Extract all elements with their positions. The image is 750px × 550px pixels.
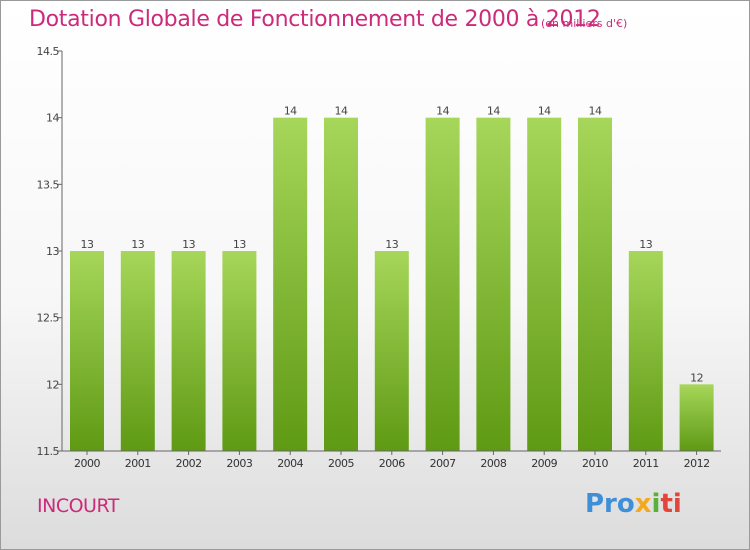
data-label: 12 [690, 371, 703, 384]
y-tick-label: 14 [46, 112, 59, 125]
bar [476, 117, 511, 452]
x-tick-label: 2000 [74, 457, 100, 470]
x-tick-label: 2005 [328, 457, 354, 470]
data-label: 13 [182, 238, 195, 251]
data-label: 14 [335, 105, 348, 118]
x-tick-label: 2003 [226, 457, 252, 470]
bar [171, 251, 206, 451]
data-label: 13 [639, 238, 652, 251]
data-label: 13 [233, 238, 246, 251]
bars-group: 13 13 13 13 14 14 13 14 14 14 14 13 12 [70, 105, 714, 452]
chart-unit: (en milliers d'€) [541, 17, 628, 30]
data-label: 14 [487, 105, 500, 118]
bar [70, 251, 104, 451]
bar [324, 117, 358, 452]
bar [120, 251, 155, 451]
x-tick-label: 2008 [480, 457, 506, 470]
y-tick-label: 11.5 [37, 445, 60, 458]
logo-part: Pro [585, 489, 635, 519]
data-label: 13 [385, 238, 398, 251]
logo-part: x [634, 489, 652, 519]
bar [527, 117, 562, 452]
y-tick-label: 13 [46, 245, 59, 258]
bar [679, 384, 714, 451]
y-tick-label: 14.5 [37, 45, 60, 58]
logo-part: ti [660, 489, 682, 519]
bar [578, 117, 612, 452]
x-tick-label: 2001 [125, 457, 151, 470]
bar [273, 117, 308, 452]
data-label: 13 [81, 238, 94, 251]
chart-title: Dotation Globale de Fonctionnement de 20… [29, 7, 601, 32]
bar [222, 251, 257, 451]
data-label: 13 [131, 238, 144, 251]
x-tick-label: 2004 [277, 457, 303, 470]
data-label: 14 [538, 105, 551, 118]
x-tick-label: 2010 [582, 457, 608, 470]
y-tick-label: 13.5 [37, 178, 60, 191]
data-label: 14 [284, 105, 297, 118]
commune-name: INCOURT [37, 495, 119, 517]
proxiti-logo[interactable]: Proxiti [585, 489, 682, 519]
logo-part: i [651, 489, 661, 519]
y-tick-label: 12 [46, 378, 59, 391]
x-tick-label: 2011 [633, 457, 659, 470]
data-label: 14 [436, 105, 449, 118]
data-label: 14 [589, 105, 602, 118]
axes-group: 11.5 12 12.5 13 13.5 14 14.5 2000 2001 2002 2003 20… [37, 45, 721, 470]
x-tick-label: 2009 [531, 457, 557, 470]
bar [374, 251, 409, 451]
bar [628, 251, 663, 451]
x-tick-label: 2007 [430, 457, 456, 470]
bar [425, 117, 460, 452]
x-tick-label: 2002 [176, 457, 202, 470]
x-tick-label: 2006 [379, 457, 405, 470]
x-tick-label: 2012 [684, 457, 710, 470]
y-tick-label: 12.5 [37, 312, 60, 325]
